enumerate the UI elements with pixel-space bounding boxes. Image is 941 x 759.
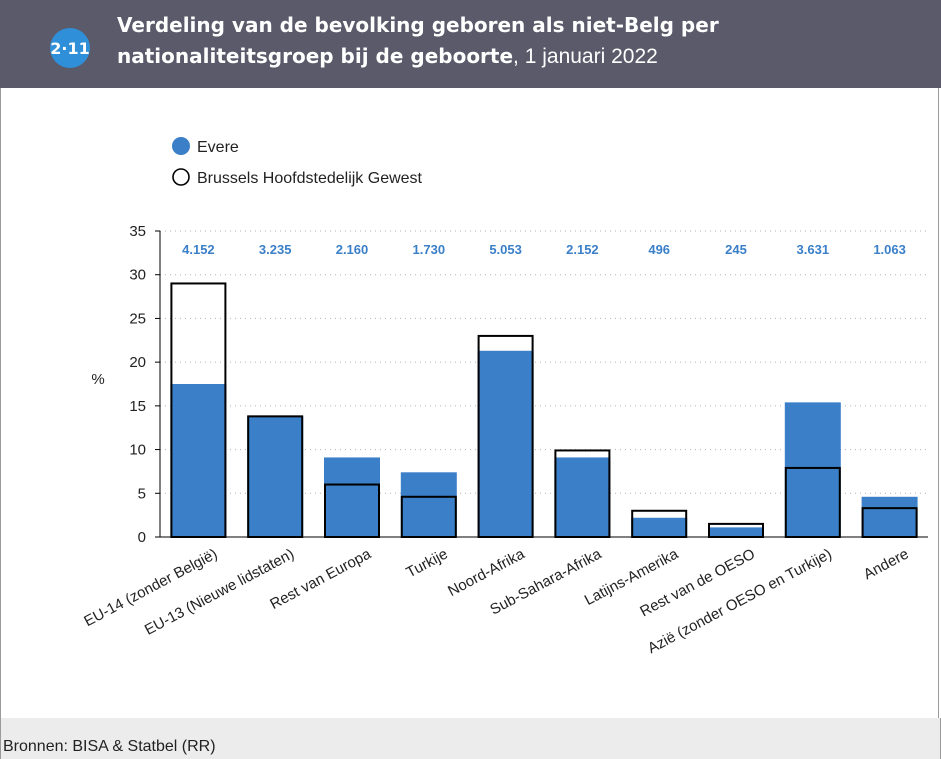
bar-brussels-outline: [324, 483, 380, 538]
legend-swatch-evere: [172, 137, 190, 155]
y-tick-labels: 0 5 10 15 20 25 30 35: [129, 223, 161, 546]
count-label: 245: [725, 242, 747, 257]
bar-evere: [708, 527, 764, 537]
count-labels: 4.152 3.235 2.160 1.730 5.053 2.152 496 245 3.63…: [182, 242, 906, 257]
bar-brussels-outline: [708, 522, 764, 538]
x-tick-labels: EU-14 (zonder België)EU-13 (Nieuwe lidst…: [81, 545, 911, 657]
bar-brussels-outline: [247, 415, 304, 538]
legend-swatch-brussels: [172, 168, 190, 186]
y-tick-label: 15: [129, 398, 146, 415]
bar-evere: [477, 350, 534, 537]
count-label: 5.053: [489, 242, 522, 257]
bar-evere: [784, 402, 841, 537]
y-tick-label: 35: [129, 223, 146, 240]
y-tick-label: 20: [129, 354, 146, 371]
bar-brussels-outline: [554, 449, 611, 538]
chart-title-date: , 1 januari 2022: [513, 45, 658, 68]
count-label: 2.152: [566, 242, 599, 257]
x-tick-label: Turkije: [403, 546, 450, 582]
y-axis-label: %: [91, 371, 104, 388]
count-label: 4.152: [182, 242, 215, 257]
bar-brussels-outline: [631, 509, 688, 538]
bars: [170, 282, 918, 539]
y-tick-label: 25: [129, 310, 146, 327]
count-label: 1.063: [873, 242, 906, 257]
bar-evere: [247, 416, 304, 537]
chart-title: Verdeling van de bevolking geboren als n…: [117, 10, 927, 72]
footer-source: Bronnen: BISA & Statbel (RR): [0, 718, 941, 759]
bar-brussels-outline: [477, 334, 534, 538]
count-label: 3.631: [797, 242, 830, 257]
legend-label-evere: Evere: [197, 139, 239, 156]
source-text: Bronnen: BISA & Statbel (RR): [3, 738, 216, 755]
count-label: 1.730: [413, 242, 446, 257]
header-bar: 2·11 Verdeling van de bevolking geboren …: [0, 0, 941, 88]
bar-evere: [400, 472, 457, 537]
legend-label-brussels: Brussels Hoofdstedelijk Gewest: [197, 170, 423, 187]
count-label: 3.235: [259, 242, 292, 257]
bar-evere: [170, 384, 227, 537]
chart-title-main: Verdeling van de bevolking geboren als n…: [117, 13, 719, 68]
count-label: 2.160: [336, 242, 369, 257]
y-tick-label: 5: [138, 485, 146, 502]
y-tick-label: 0: [138, 529, 146, 546]
bar-evere: [631, 517, 688, 537]
count-label: 496: [648, 242, 670, 257]
bar-evere: [861, 496, 918, 537]
y-tick-label: 10: [129, 442, 146, 459]
legend: Evere Brussels Hoofdstedelijk Gewest: [172, 137, 423, 187]
bar-evere: [554, 457, 611, 537]
x-tick-label: Andere: [861, 546, 912, 584]
bar-brussels-outline: [861, 507, 918, 538]
figure-number-badge: 2·11: [50, 28, 90, 68]
bar-brussels-outline: [400, 495, 457, 539]
bar-brussels-outline: [170, 282, 227, 538]
bar-chart: Evere Brussels Hoofdstedelijk Gewest % 0…: [81, 137, 928, 657]
y-tick-label: 30: [129, 267, 146, 284]
x-tick-label: EU-14 (zonder België): [81, 546, 220, 631]
bar-brussels-outline: [784, 466, 841, 538]
chart-frame: [0, 88, 939, 718]
bar-evere: [324, 457, 380, 537]
